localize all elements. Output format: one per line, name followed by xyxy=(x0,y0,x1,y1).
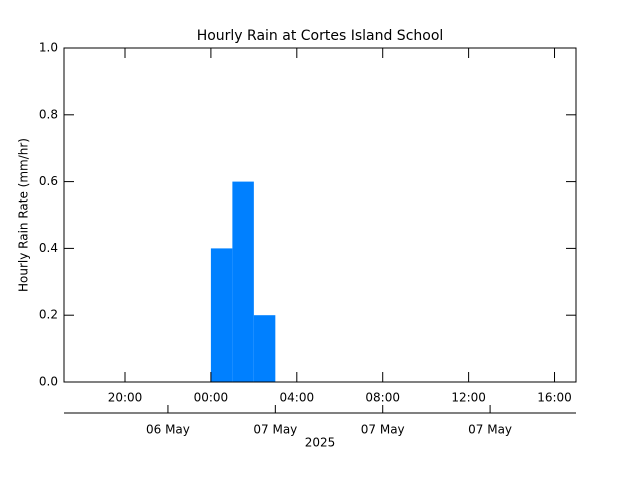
chart-title: Hourly Rain at Cortes Island School xyxy=(197,28,444,44)
x-tick-label: 00:00 xyxy=(194,391,229,405)
x2-tick-label: 06 May xyxy=(146,423,190,437)
y-tick-label: 0.6 xyxy=(39,174,58,188)
x2-axis-label: 2025 xyxy=(305,436,336,450)
y-tick-label: 0.4 xyxy=(39,241,58,255)
bar xyxy=(210,248,233,382)
x2-tick-label: 07 May xyxy=(253,423,297,437)
x-tick-label: 20:00 xyxy=(108,391,143,405)
y-tick-label: 0.2 xyxy=(39,308,58,322)
bar xyxy=(232,181,254,382)
y-tick-label: 0.0 xyxy=(39,375,58,389)
plot-frame-top xyxy=(63,47,577,383)
x-tick-label: 12:00 xyxy=(451,391,486,405)
y-tick-label: 0.8 xyxy=(39,107,58,121)
x-tick-label: 08:00 xyxy=(365,391,400,405)
plot-frame xyxy=(63,47,577,383)
y-axis-label: Hourly Rain Rate (mm/hr) xyxy=(17,138,31,292)
x2-tick-label: 07 May xyxy=(361,423,405,437)
x2-tick-label: 07 May xyxy=(468,423,512,437)
x-tick-label: 04:00 xyxy=(280,391,315,405)
x-tick-label: 16:00 xyxy=(537,391,572,405)
y-tick-label: 1.0 xyxy=(39,41,58,55)
bar xyxy=(253,315,276,382)
